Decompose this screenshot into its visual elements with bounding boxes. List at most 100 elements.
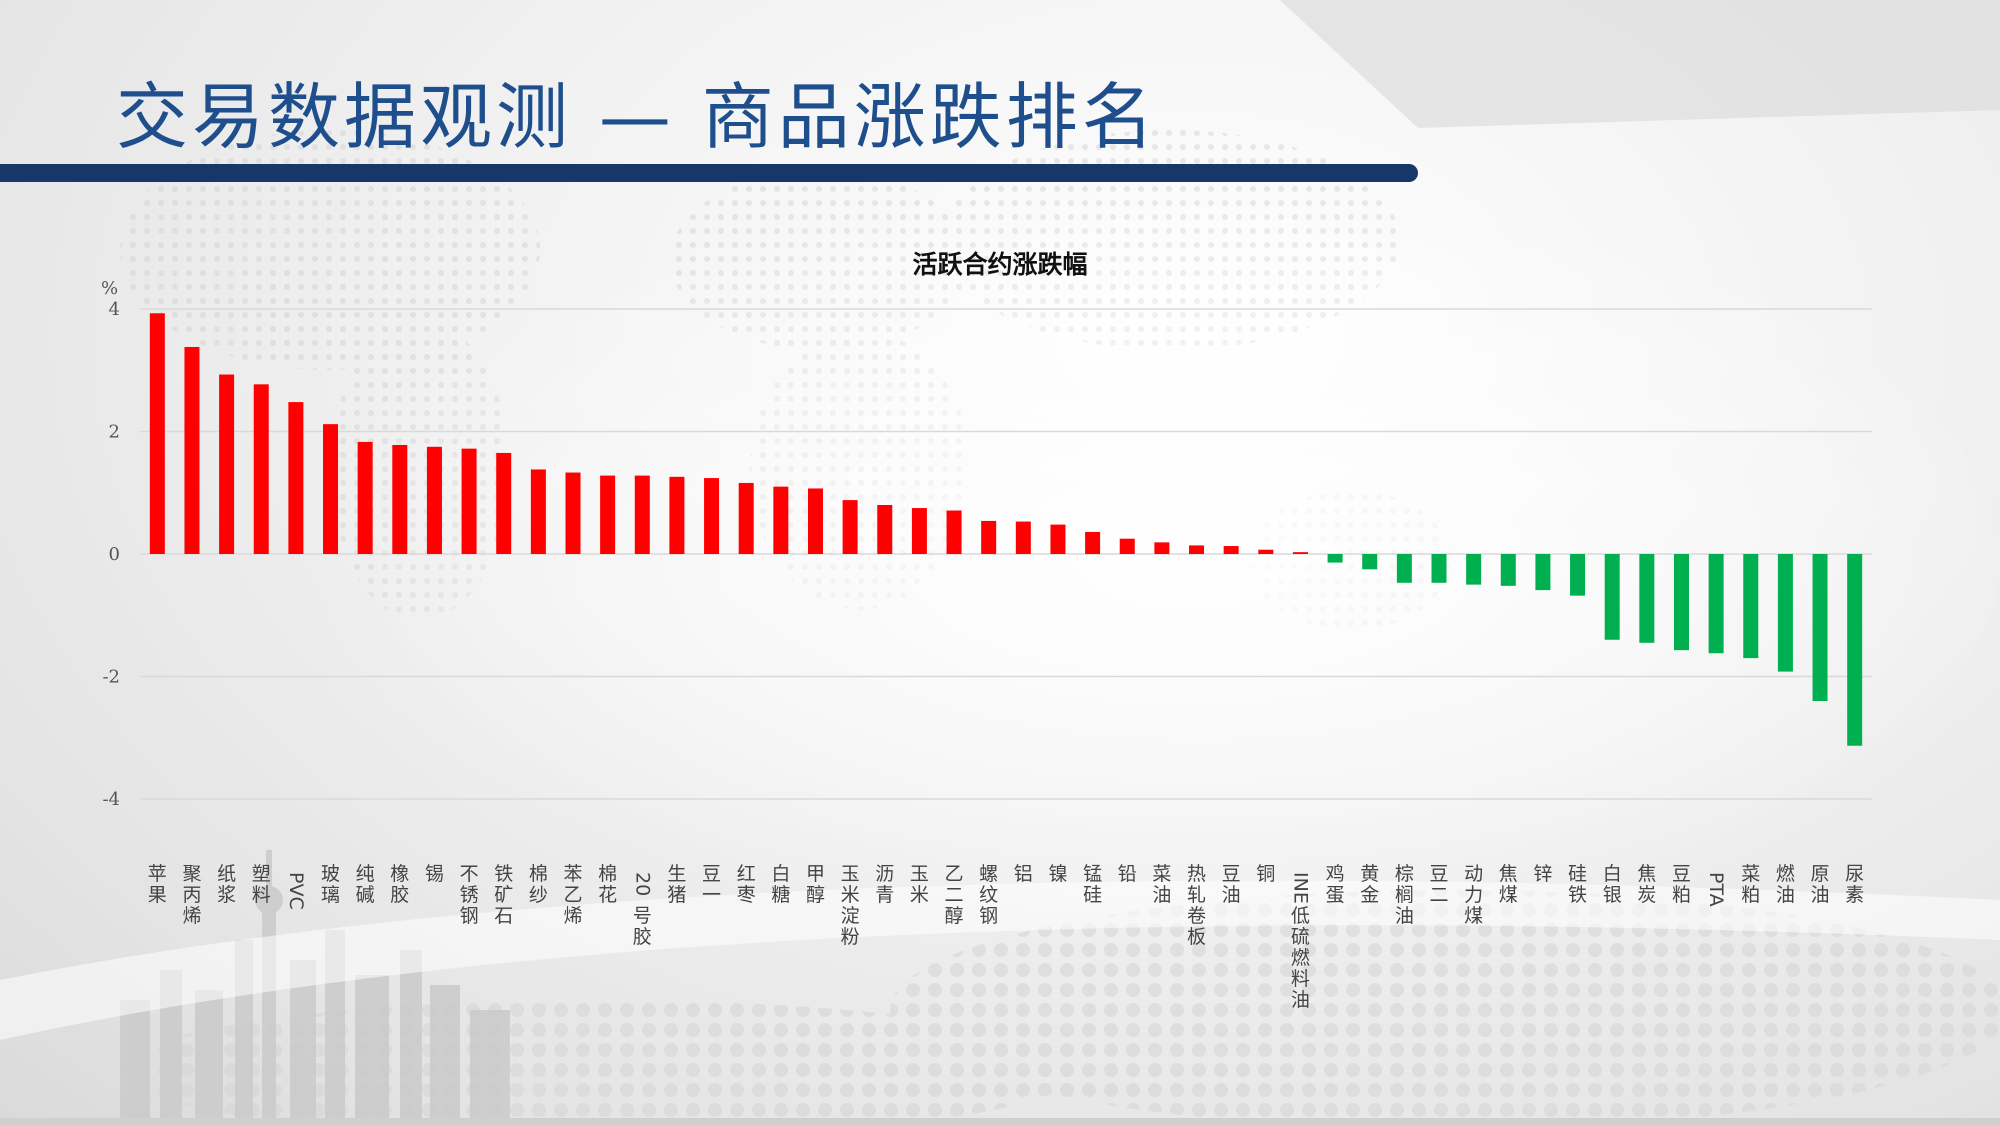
category-label-part: 白	[1603, 863, 1622, 885]
category-label: 苯乙烯	[563, 863, 582, 927]
category-label-part: 硅	[1083, 884, 1102, 906]
y-tick-label: 4	[109, 299, 120, 320]
bar	[1777, 554, 1793, 672]
page-title: 交易数据观测 — 商品涨跌排名	[116, 75, 1158, 159]
bar	[1431, 554, 1447, 583]
y-axis-unit-label: %	[101, 278, 118, 299]
category-label-part: 棕	[1395, 863, 1414, 885]
y-tick-label: -2	[102, 667, 120, 688]
category-label: 豆油	[1222, 863, 1241, 906]
bar	[461, 448, 477, 554]
y-tick-label: 0	[109, 544, 120, 565]
category-label: 焦炭	[1637, 863, 1656, 906]
category-label-part: 花	[598, 884, 617, 906]
category-label-part: 油	[1811, 884, 1830, 906]
category-label-part: 金	[1360, 884, 1379, 906]
category-label: 镍	[1048, 863, 1067, 885]
category-label-part: 卷	[1187, 905, 1206, 927]
category-label: 玻璃	[321, 863, 340, 906]
category-label-part: 二	[945, 884, 964, 906]
category-label-rotated-part: PTA	[1705, 872, 1727, 907]
bar	[184, 346, 200, 554]
category-label-part: 青	[875, 884, 894, 906]
category-label: 硅铁	[1568, 863, 1587, 906]
category-label-part: 低	[1291, 905, 1310, 927]
bar	[1327, 554, 1343, 563]
category-label-part: 镍	[1048, 863, 1067, 885]
category-label-part: 轧	[1187, 884, 1206, 906]
category-label-part: 米	[841, 884, 860, 906]
category-label: 锌	[1533, 863, 1552, 885]
category-label-part: 沥	[875, 863, 894, 885]
category-label-part: 玻	[321, 863, 340, 885]
category-label: 甲醇	[806, 863, 825, 906]
category-label-part: 焦	[1499, 863, 1518, 885]
category-label: 铅	[1118, 863, 1137, 885]
category-label-part: 浆	[217, 884, 236, 906]
category-label: 橡胶	[390, 863, 409, 906]
category-label: 原油	[1811, 863, 1830, 906]
category-label: 沥青	[875, 863, 894, 906]
category-label-part: 豆	[1672, 863, 1691, 885]
category-label-part: 乙	[563, 884, 582, 906]
category-label: 白银	[1603, 863, 1622, 906]
category-label-part: 硅	[1568, 863, 1587, 885]
bar	[219, 374, 235, 554]
category-label-part: 素	[1845, 884, 1864, 906]
category-label-part: 烯	[563, 905, 582, 927]
bar	[1535, 554, 1551, 591]
category-label-part: 料	[252, 884, 271, 906]
bar	[323, 424, 339, 554]
bar	[1673, 554, 1689, 651]
category-label-part: 聚	[182, 863, 201, 885]
bar	[1500, 554, 1516, 586]
category-label-part: 璃	[321, 884, 340, 906]
category-label-part: 料	[1291, 968, 1310, 990]
category-label-part: 螺	[979, 863, 998, 885]
bar	[1223, 546, 1239, 554]
category-label-part: 苯	[563, 863, 582, 885]
category-label-part: 醇	[806, 884, 825, 906]
category-label: 菜油	[1152, 863, 1171, 906]
category-label-part: 铝	[1014, 863, 1033, 885]
bar	[1396, 554, 1412, 583]
category-label: 低硫燃料油	[1291, 905, 1310, 1011]
category-label: 黄金	[1360, 863, 1379, 906]
category-label: 铝	[1014, 863, 1033, 885]
bar	[496, 452, 512, 554]
category-label-part: 红	[737, 863, 756, 885]
category-label: 乙二醇	[945, 863, 964, 927]
category-label-part: 原	[1811, 863, 1830, 885]
category-label-part: 油	[1395, 905, 1414, 927]
category-label: 不锈钢	[460, 863, 479, 927]
category-label-part: 矿	[494, 884, 513, 906]
category-label-rotated-part: INE	[1289, 872, 1311, 904]
bar	[634, 475, 650, 554]
category-label: 棉纱	[529, 863, 548, 906]
bar	[1812, 554, 1828, 701]
category-label-part: 铁	[1568, 884, 1587, 906]
category-label-part: 豆	[1222, 863, 1241, 885]
bar	[1085, 531, 1101, 554]
category-label: 焦煤	[1499, 863, 1518, 906]
category-label-part: 焦	[1637, 863, 1656, 885]
category-label: 螺纹钢	[979, 863, 998, 927]
bar	[1570, 554, 1586, 596]
category-label-part: 菜	[1741, 863, 1760, 885]
category-label-part: 胶	[633, 926, 652, 948]
category-label-part: 棉	[598, 863, 617, 885]
category-label: 玉米	[910, 863, 929, 906]
category-label-part: 钢	[979, 905, 998, 927]
bar	[946, 510, 962, 554]
title-underline-bar	[0, 164, 1418, 182]
bar	[773, 486, 789, 554]
category-label-part: 碱	[356, 884, 375, 906]
category-label-part: 胶	[390, 884, 409, 906]
category-label: 热轧卷板	[1187, 863, 1206, 948]
category-label-part: 果	[148, 884, 167, 906]
category-label-part: 铁	[494, 863, 513, 885]
category-label: 鸡蛋	[1326, 863, 1345, 906]
category-label-part: 炭	[1637, 884, 1656, 906]
category-label: 豆二	[1429, 863, 1448, 906]
bar	[392, 444, 408, 554]
